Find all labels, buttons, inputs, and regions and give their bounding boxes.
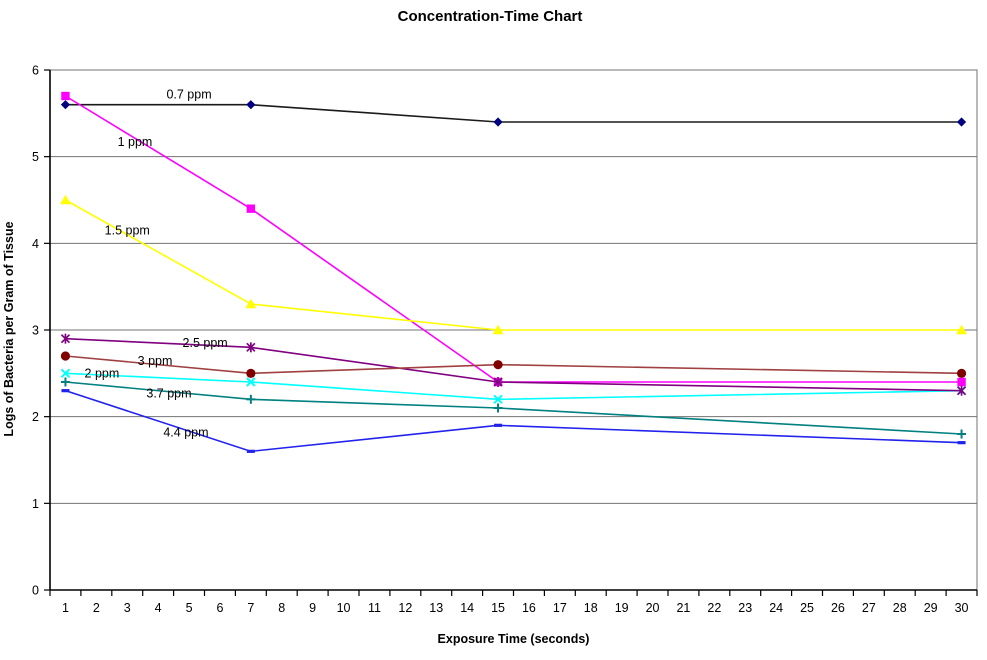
x-tick-label: 28: [893, 601, 907, 615]
x-tick-label: 22: [707, 601, 721, 615]
x-tick-label: 14: [460, 601, 474, 615]
diamond-marker: [956, 117, 967, 127]
chart-title: Concentration-Time Chart: [397, 8, 583, 25]
x-marker: [246, 377, 256, 387]
x-tick-label: 3: [124, 601, 131, 615]
diamond-marker: [493, 117, 503, 127]
series-label-4-4-ppm: 4.4 ppm: [163, 425, 208, 439]
x-tick-label: 16: [522, 601, 536, 615]
series-label-1-ppm: 1 ppm: [118, 135, 153, 149]
triangle-marker: [60, 194, 71, 205]
x-tick-label: 1: [62, 601, 69, 615]
x-tick-label: 10: [337, 601, 351, 615]
y-tick-label: 3: [32, 324, 39, 338]
circle-marker: [246, 368, 256, 378]
series-line-3-ppm: [65, 355, 962, 375]
x-tick-label: 2: [93, 601, 100, 615]
series-line-4-4-ppm: [65, 389, 962, 453]
x-marker: [60, 368, 71, 379]
x-tick-label: 20: [646, 601, 660, 615]
series-label-2-ppm: 2 ppm: [85, 366, 120, 380]
square-marker: [957, 377, 966, 387]
x-tick-label: 29: [924, 601, 938, 615]
x-tick-label: 24: [769, 601, 783, 615]
diamond-marker: [246, 100, 256, 110]
x-tick-label: 17: [553, 601, 567, 615]
x-tick-label: 27: [862, 601, 876, 615]
series-label-2-5-ppm: 2.5 ppm: [183, 336, 228, 350]
series-line-1-ppm: [65, 95, 962, 383]
x-tick-label: 9: [309, 601, 316, 615]
x-axis-title: Exposure Time (seconds): [437, 632, 590, 646]
x-tick-label: 23: [738, 601, 752, 615]
triangle-marker: [245, 298, 257, 309]
series-label-3-ppm: 3 ppm: [138, 354, 173, 368]
y-tick-label: 0: [32, 584, 39, 598]
series-line-2-5-ppm: [65, 337, 962, 392]
x-tick-label: 25: [800, 601, 814, 615]
series-line-1-5-ppm: [65, 199, 962, 331]
series-line-2-ppm: [65, 372, 962, 401]
triangle-marker: [492, 324, 504, 335]
y-tick-label: 4: [32, 237, 39, 251]
y-tick-label: 2: [32, 410, 39, 424]
circle-marker: [60, 351, 71, 361]
y-tick-label: 5: [32, 150, 39, 164]
series-label-3-7-ppm: 3.7 ppm: [146, 386, 191, 400]
x-tick-label: 19: [615, 601, 629, 615]
circle-marker: [956, 368, 967, 378]
x-tick-label: 11: [368, 601, 381, 615]
series-line-3-7-ppm: [65, 381, 962, 435]
square-marker: [61, 91, 70, 101]
y-tick-label: 1: [32, 497, 39, 511]
x-tick-label: 12: [398, 601, 412, 615]
dash-marker: [61, 389, 70, 393]
dash-marker: [246, 449, 255, 453]
x-tick-label: 26: [831, 601, 845, 615]
x-tick-label: 6: [216, 601, 223, 615]
x-tick-label: 7: [247, 601, 254, 615]
x-marker: [493, 394, 503, 405]
dash-marker: [494, 423, 503, 427]
series-label-1-5-ppm: 1.5 ppm: [105, 223, 150, 237]
x-tick-label: 30: [955, 601, 969, 615]
triangle-marker: [956, 324, 967, 335]
diamond-marker: [60, 100, 71, 110]
x-tick-label: 8: [278, 601, 285, 615]
y-tick-label: 6: [32, 64, 39, 78]
x-tick-label: 18: [584, 601, 598, 615]
square-marker: [246, 204, 256, 213]
x-tick-label: 15: [491, 601, 505, 615]
dash-marker: [957, 441, 966, 445]
x-tick-label: 5: [186, 601, 193, 615]
x-tick-label: 21: [676, 601, 690, 615]
circle-marker: [493, 360, 503, 370]
series-label-0-7-ppm: 0.7 ppm: [166, 87, 211, 101]
x-tick-label: 4: [155, 601, 162, 615]
x-tick-label: 13: [429, 601, 443, 615]
series-line-0-7-ppm: [65, 103, 962, 123]
